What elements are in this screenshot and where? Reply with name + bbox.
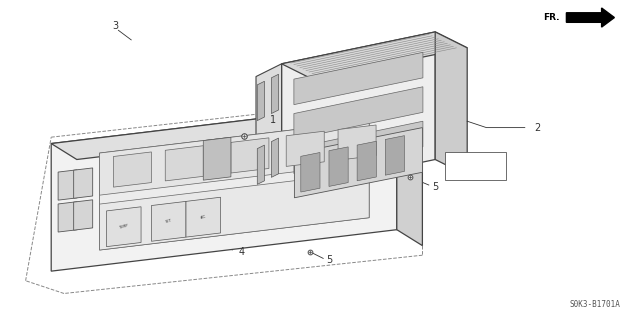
Polygon shape [100, 121, 369, 250]
Polygon shape [231, 138, 269, 173]
Polygon shape [338, 125, 376, 160]
Polygon shape [329, 147, 348, 186]
Polygon shape [106, 207, 141, 247]
Polygon shape [286, 131, 324, 167]
Polygon shape [58, 170, 77, 200]
Polygon shape [74, 168, 93, 198]
Polygon shape [566, 8, 614, 27]
Polygon shape [257, 81, 264, 121]
Polygon shape [282, 32, 467, 80]
Polygon shape [294, 128, 422, 198]
Polygon shape [100, 121, 369, 195]
Text: FR.: FR. [543, 13, 560, 22]
Polygon shape [301, 152, 320, 192]
Polygon shape [58, 202, 77, 232]
Text: 5: 5 [326, 255, 333, 265]
Text: 3: 3 [112, 21, 118, 31]
Polygon shape [113, 152, 152, 187]
Polygon shape [271, 74, 278, 114]
Text: S0K3-B1701A: S0K3-B1701A [570, 300, 621, 309]
Polygon shape [165, 146, 204, 181]
Polygon shape [294, 87, 423, 139]
Text: A/C: A/C [200, 214, 207, 220]
Polygon shape [385, 136, 404, 175]
Text: 1: 1 [270, 115, 276, 125]
Polygon shape [204, 137, 231, 180]
Polygon shape [186, 197, 221, 237]
Polygon shape [282, 32, 435, 191]
Polygon shape [435, 32, 467, 175]
Bar [445, 152, 506, 180]
Polygon shape [100, 172, 369, 250]
Polygon shape [152, 201, 186, 241]
Polygon shape [51, 102, 422, 160]
Polygon shape [51, 102, 397, 271]
Text: 4: 4 [239, 247, 245, 256]
Text: 5: 5 [432, 182, 438, 192]
Polygon shape [74, 200, 93, 230]
Text: 2: 2 [534, 122, 541, 133]
Polygon shape [256, 64, 282, 204]
Polygon shape [294, 121, 423, 174]
Text: TEMP: TEMP [118, 224, 129, 230]
Polygon shape [257, 145, 264, 184]
Text: SET: SET [165, 219, 172, 224]
Polygon shape [271, 138, 278, 177]
Polygon shape [294, 52, 423, 105]
Polygon shape [397, 102, 422, 246]
Polygon shape [357, 141, 376, 181]
